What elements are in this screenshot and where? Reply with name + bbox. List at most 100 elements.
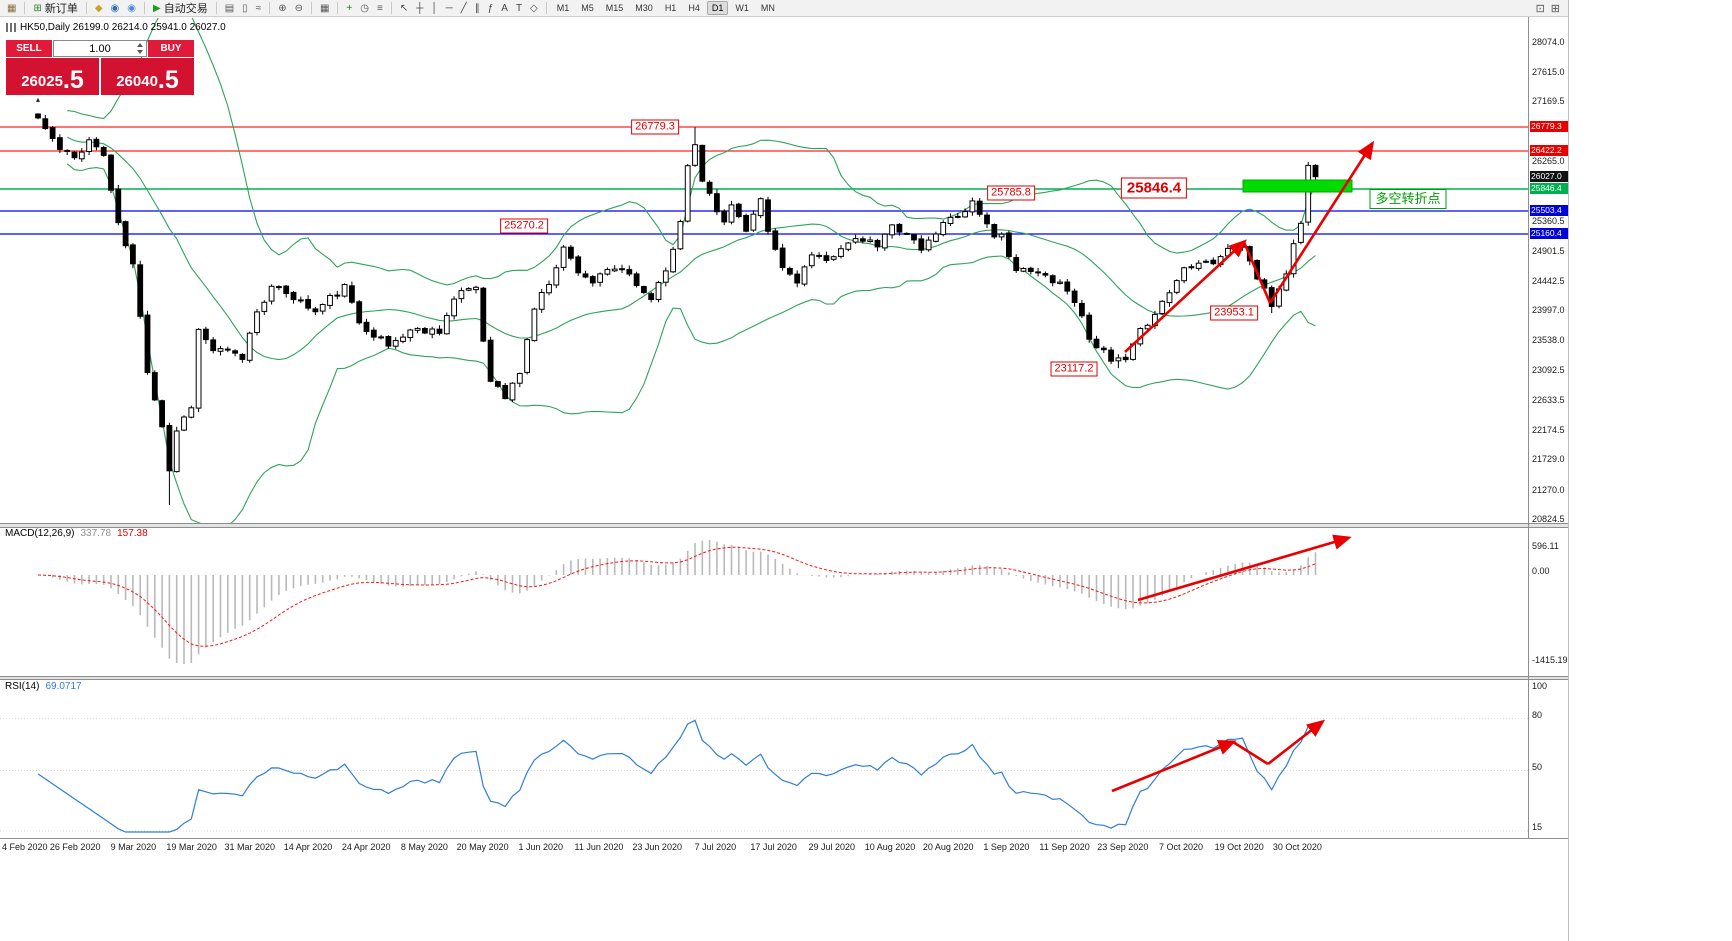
line-chart-type-button-icon: ≈ <box>255 2 262 14</box>
tf-d1[interactable]: D1 <box>706 1 729 15</box>
toolbar-separator <box>545 2 547 14</box>
trend-arrow[interactable] <box>1124 239 1247 353</box>
toolbar-separator <box>310 2 312 14</box>
vertical-line-tool-button[interactable]: │ <box>428 1 440 16</box>
date-axis[interactable]: 4 Feb 2020 26 Feb 2020 9 Mar 2020 19 Mar 20… <box>0 840 1528 856</box>
candle-chart-type-button-icon: ▯ <box>242 2 248 14</box>
tile-windows-button-icon: ▦ <box>319 2 330 14</box>
tf-m1[interactable]: M1 <box>556 3 570 13</box>
volume-up-icon[interactable] <box>136 43 143 47</box>
date-axis-label: 17 Jul 2020 <box>750 842 797 852</box>
price-axis-tick: 22633.5 <box>1532 395 1565 405</box>
rsi-title: RSI(14) <box>5 681 40 692</box>
horizontal-line-tool-button-icon: ─ <box>445 2 453 14</box>
price-axis-tick: 21729.0 <box>1532 454 1565 464</box>
indicators-button[interactable]: + <box>343 1 355 16</box>
toolbar-main: ▦ ⊞ 新订单 ◆ ◉ ◉ ▶ 自动交易 ▤ ▯ ≈ ⊕ ⊖ ▦ + ◷ ≡ ↖ ┼ │ ─ ╱ ∥ ƒ A T ◇ M1 M5 M15 M… <box>0 0 1536 16</box>
macd-axis-tick: 596.11 <box>1532 541 1559 551</box>
symbol-ohlc-text: HK50,Daily 26199.0 26214.0 25941.0 26027… <box>20 22 226 33</box>
templates-button[interactable]: ≡ <box>374 1 386 16</box>
macd-histogram <box>44 540 1317 664</box>
tile-windows-button[interactable]: ▦ <box>317 1 332 16</box>
buy-button[interactable]: BUY <box>148 40 194 57</box>
price-axis-marker: 26779.3 <box>1530 121 1568 132</box>
dock-window-icon[interactable]: ⊡ <box>1535 2 1545 15</box>
community-icon[interactable]: ◉ <box>108 1 123 16</box>
date-axis-label: 7 Oct 2020 <box>1158 842 1204 852</box>
toolbar-separator <box>215 2 217 14</box>
volume-stepper[interactable] <box>135 43 144 54</box>
trend-arrow[interactable] <box>1242 241 1272 304</box>
community-icon-icon: ◉ <box>110 2 120 14</box>
candle-wicks <box>37 113 1316 505</box>
autotrade-button[interactable]: ▶ 自动交易 <box>150 1 211 16</box>
cursor-tool-button-icon: ↖ <box>399 2 409 14</box>
macd-axis-tick: 0.00 <box>1532 566 1550 576</box>
price-axis[interactable]: 28074.0 27615.0 27169.5 26265.0 25360.5 24901… <box>1530 0 1568 860</box>
mql5-compass-icon[interactable]: ◆ <box>92 1 106 16</box>
bollinger-middle-band <box>66 136 1316 361</box>
toolbar-separator <box>390 2 392 14</box>
volume-down-icon[interactable] <box>136 50 143 54</box>
period-button[interactable]: ◷ <box>357 1 372 16</box>
price-axis-tick: 22174.5 <box>1532 425 1565 435</box>
zoom-out-button[interactable]: ⊖ <box>292 1 306 16</box>
zoom-in-button[interactable]: ⊕ <box>275 1 289 16</box>
macd-main-value: 337.78 <box>80 528 112 539</box>
date-axis-label: 31 Mar 2020 <box>224 842 276 852</box>
market-icon[interactable]: ◉ <box>124 1 139 16</box>
rsi-axis-tick: 50 <box>1532 762 1543 772</box>
price-axis-tick: 27615.0 <box>1532 67 1565 77</box>
new-order-button[interactable]: ⊞ 新订单 <box>30 1 80 16</box>
cursor-tool-button[interactable]: ↖ <box>397 1 411 16</box>
rsi-line <box>37 719 1316 833</box>
date-axis-label: 11 Jun 2020 <box>574 842 624 852</box>
sell-price[interactable]: 26025.5 <box>6 58 99 95</box>
expand-window-icon[interactable]: ⊞ <box>1550 2 1560 15</box>
tf-m15[interactable]: M15 <box>605 3 624 13</box>
line-chart-type-button[interactable]: ≈ <box>253 1 265 16</box>
trend-arrow[interactable] <box>1111 740 1237 793</box>
panel-separators[interactable] <box>0 17 1568 839</box>
price-axis-tick: 21270.0 <box>1532 485 1565 495</box>
trend-arrow[interactable] <box>1268 140 1375 304</box>
bear-candles <box>35 113 1319 472</box>
tf-h1[interactable]: H1 <box>664 3 677 13</box>
fibonacci-tool-button[interactable]: ƒ <box>485 1 497 16</box>
trend-arrow[interactable] <box>1232 740 1269 766</box>
date-axis-label: 20 May 2020 <box>456 842 509 852</box>
text-tool-button[interactable]: A <box>498 1 511 16</box>
mql5-compass-icon-icon: ◆ <box>94 2 103 14</box>
channel-tool-button[interactable]: ∥ <box>472 1 483 16</box>
label-tool-button[interactable]: T <box>513 1 525 16</box>
toolbar-right: ⊡ ⊞ <box>1536 2 1568 15</box>
chart-canvas[interactable] <box>0 0 1568 941</box>
tf-m5[interactable]: M5 <box>581 3 594 13</box>
tf-h4[interactable]: H4 <box>688 3 700 13</box>
new-order-button-icon: ⊞ <box>33 2 42 14</box>
tf-m30[interactable]: M30 <box>635 3 653 13</box>
candle-chart-type-button[interactable]: ▯ <box>239 1 251 16</box>
date-axis-label: 23 Jun 2020 <box>632 842 682 852</box>
price-axis-marker: 25503.4 <box>1530 205 1568 216</box>
macd-title: MACD(12,26,9) <box>5 528 75 539</box>
tf-mn[interactable]: MN <box>760 3 775 13</box>
date-axis-label: 20 Aug 2020 <box>922 842 974 852</box>
macd-indicator-label: MACD(12,26,9) 337.78 157.38 <box>5 528 148 539</box>
volume-input[interactable]: 1.00 <box>53 40 147 57</box>
crosshair-tool-button[interactable]: ┼ <box>413 1 426 16</box>
toolbar-separator <box>24 2 26 14</box>
panel-collapse-arrow-icon[interactable]: ▴ <box>36 95 41 104</box>
shapes-tool-button[interactable]: ◇ <box>527 1 541 16</box>
trend-arrow[interactable] <box>1267 719 1326 766</box>
trend-arrow[interactable] <box>1137 534 1352 602</box>
trendline-tool-button[interactable]: ╱ <box>458 1 470 16</box>
turning-point-zone[interactable] <box>1242 179 1353 193</box>
sell-button[interactable]: SELL <box>6 40 52 57</box>
autotrade-button-label: 自动交易 <box>163 3 208 15</box>
horizontal-line-tool-button[interactable]: ─ <box>443 1 456 16</box>
new-chart-button[interactable]: ▦ <box>4 1 19 16</box>
bar-chart-type-button[interactable]: ▤ <box>222 1 237 16</box>
buy-price[interactable]: 26040.5 <box>101 58 194 95</box>
tf-w1[interactable]: W1 <box>735 3 749 13</box>
